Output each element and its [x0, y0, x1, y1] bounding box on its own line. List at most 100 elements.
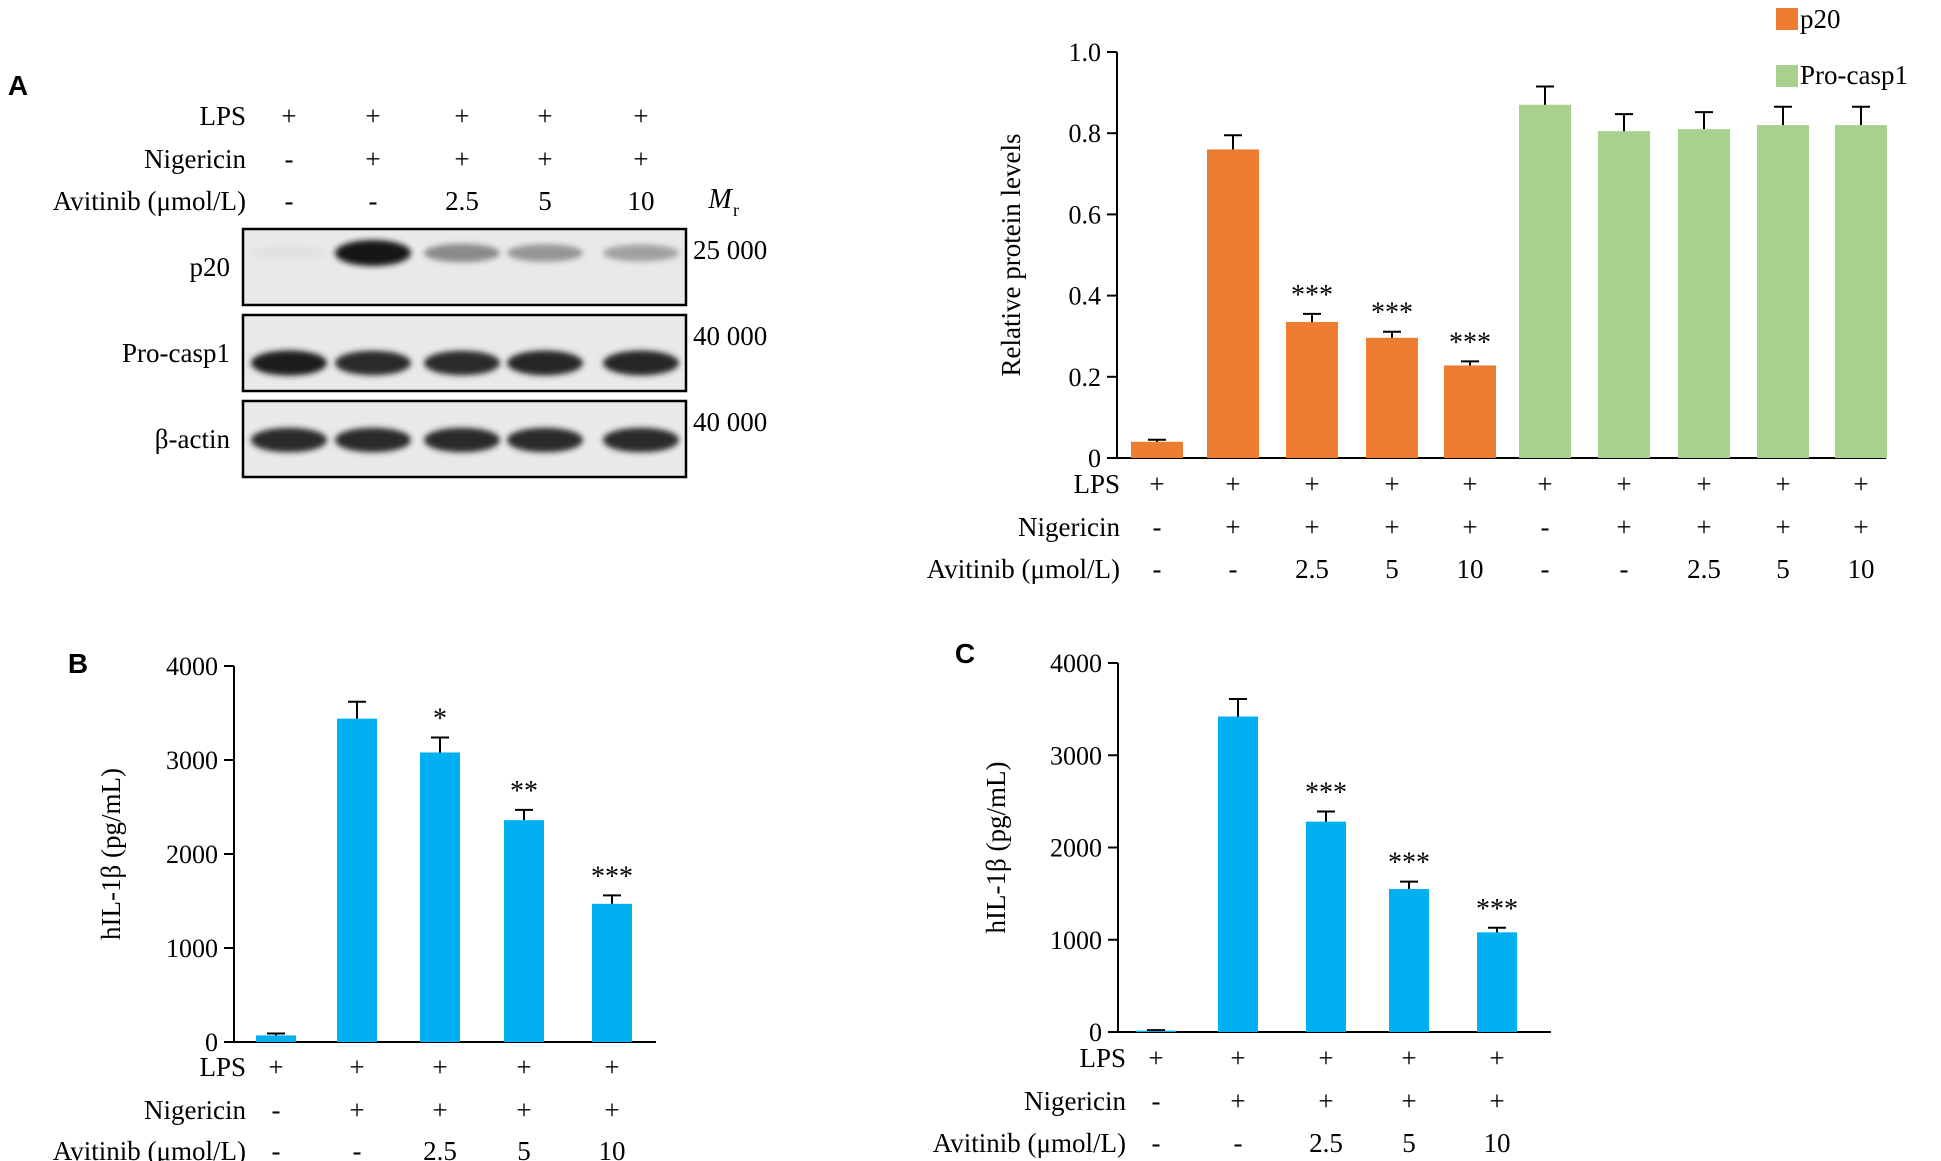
chart-a-treatment-cell: + [1853, 469, 1868, 499]
blot-treatment-cell: - [285, 144, 294, 174]
chart-c-treatment-cell: 5 [1402, 1128, 1416, 1158]
blot-band [251, 246, 327, 260]
blot-band [507, 350, 583, 376]
blot-row-label: Pro-casp1 [122, 338, 230, 368]
chart-a-treatment-cell: + [1225, 512, 1240, 542]
blot-treatment-row-label: LPS [199, 101, 246, 131]
chart-c-treatment-cell: + [1489, 1086, 1504, 1116]
legend-swatch-pro-casp1 [1776, 65, 1798, 87]
blot-band [335, 350, 411, 376]
chart-c-treatment-row-label: Avitinib (μmol/L) [933, 1128, 1126, 1158]
chart-a-bar [1757, 125, 1809, 458]
chart-a-treatment-cell: + [1696, 469, 1711, 499]
chart-a-bar [1131, 441, 1183, 458]
chart-a-bar [1835, 125, 1887, 458]
blot-membrane [241, 227, 688, 307]
blot-treatment-cell: - [369, 186, 378, 216]
blot-treatment-cell: 5 [538, 186, 552, 216]
chart-b-treatment-cell: - [353, 1136, 362, 1161]
chart-a-treatment-cell: 10 [1457, 554, 1484, 584]
chart-c-bar [1306, 821, 1346, 1032]
blot-treatment-row-label: Nigericin [144, 144, 246, 174]
chart-c-treatment-cell: 10 [1484, 1128, 1511, 1158]
blot-treatment-cell: + [537, 144, 552, 174]
chart-a-bar [1286, 321, 1338, 458]
chart-a-y-tick-label: 0.4 [1069, 282, 1102, 311]
blot-band [603, 244, 679, 262]
legend-swatch-p20 [1776, 8, 1798, 30]
chart-a-treatment-cell: - [1229, 554, 1238, 584]
chart-b-treatment-cell: + [349, 1052, 364, 1082]
chart-a-y-tick-label: 0.2 [1069, 363, 1102, 392]
chart-a-treatment-cell: - [1541, 512, 1550, 542]
blot-band [507, 427, 583, 453]
chart-a-y-tick-label: 0 [1088, 444, 1101, 473]
blot-band [335, 427, 411, 453]
chart-a-treatment-cell: + [1225, 469, 1240, 499]
chart-a-bar [1207, 149, 1259, 458]
chart-b-treatment-cell: 5 [517, 1136, 531, 1161]
chart-a-treatment-cell: + [1384, 512, 1399, 542]
chart-a-treatment-cell: + [1696, 512, 1711, 542]
chart-b-y-tick-label: 0 [205, 1028, 218, 1057]
chart-a-bar [1519, 104, 1571, 458]
chart-c-treatment-cell: + [1230, 1043, 1245, 1073]
blot-treatment-cell: + [633, 144, 648, 174]
chart-b-treatment-cell: + [604, 1095, 619, 1125]
mr-label: M [707, 184, 733, 215]
legend-label-pro-casp1: Pro-casp1 [1800, 60, 1908, 90]
chart-a-significance: *** [1449, 327, 1491, 358]
chart-a-treatment-cell: 2.5 [1687, 554, 1721, 584]
blot-band [424, 350, 500, 376]
chart-a-treatment-row-label: LPS [1073, 469, 1120, 499]
chart-c-significance: *** [1388, 848, 1430, 879]
blot-row-label: p20 [190, 252, 231, 282]
chart-b-treatment-cell: - [272, 1095, 281, 1125]
chart-b-bar [256, 1035, 296, 1042]
chart-a-treatment-cell: + [1616, 469, 1631, 499]
blot-treatment-cell: 10 [628, 186, 655, 216]
chart-a-treatment-cell: 5 [1385, 554, 1399, 584]
chart-b-significance: ** [510, 776, 538, 807]
chart-a-treatment-cell: - [1620, 554, 1629, 584]
chart-b-significance: *** [591, 861, 633, 892]
chart-a-significance: *** [1371, 298, 1413, 329]
blot-treatment-cell: + [454, 101, 469, 131]
blot-treatment-cell: + [281, 101, 296, 131]
chart-c-treatment-cell: + [1148, 1043, 1163, 1073]
chart-b-treatment-cell: 2.5 [423, 1136, 457, 1161]
blot-treatment-row-label: Avitinib (μmol/L) [53, 186, 246, 216]
chart-a-y-tick-label: 0.8 [1069, 119, 1102, 148]
blot-band [251, 427, 327, 453]
chart-c-y-tick-label: 1000 [1050, 926, 1102, 955]
blot-treatment-cell: + [454, 144, 469, 174]
chart-a-bar [1444, 365, 1496, 458]
legend-label-p20: p20 [1800, 4, 1841, 34]
chart-a-treatment-cell: - [1153, 554, 1162, 584]
chart-a-treatment-cell: + [1384, 469, 1399, 499]
chart-c-treatment-cell: - [1234, 1128, 1243, 1158]
blot-band [424, 243, 500, 263]
chart-a-treatment-cell: + [1775, 512, 1790, 542]
chart-c-treatment-cell: - [1152, 1128, 1161, 1158]
chart-c-y-axis-label: hIL-1β (pg/mL) [981, 762, 1011, 934]
blot-treatment-cell: - [285, 186, 294, 216]
blot-treatment-cell: + [365, 144, 380, 174]
blot-mr-value: 40 000 [693, 321, 767, 351]
chart-b-significance: * [433, 703, 447, 734]
chart-a-treatment-cell: + [1616, 512, 1631, 542]
chart-a-treatment-cell: - [1541, 554, 1550, 584]
chart-b-treatment-cell: + [604, 1052, 619, 1082]
chart-c-y-tick-label: 3000 [1050, 741, 1102, 770]
chart-c-treatment-cell: + [1489, 1043, 1504, 1073]
chart-c-treatment-cell: + [1318, 1043, 1333, 1073]
chart-c-y-tick-label: 4000 [1050, 649, 1102, 678]
chart-c-treatment-cell: 2.5 [1309, 1128, 1343, 1158]
blot-band [335, 240, 411, 266]
chart-c-significance: *** [1305, 778, 1347, 809]
blot-band [251, 350, 327, 376]
blot-band [424, 427, 500, 453]
chart-a-treatment-row-label: Nigericin [1018, 512, 1120, 542]
chart-c-treatment-cell: + [1401, 1086, 1416, 1116]
